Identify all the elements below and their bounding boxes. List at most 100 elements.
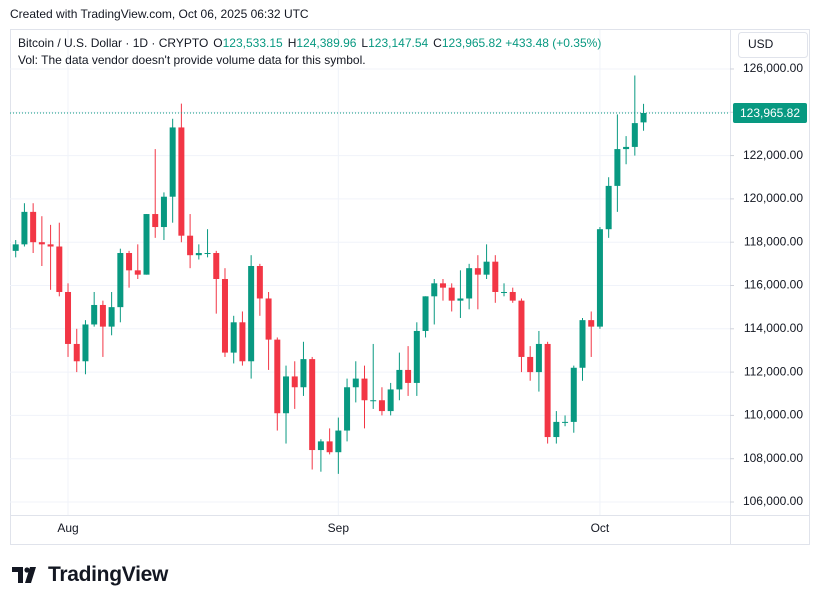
candle-body (361, 378, 368, 401)
chart-frame (10, 29, 810, 545)
candle-body (518, 300, 525, 357)
brand-logo (12, 567, 36, 583)
candle-body (230, 322, 237, 353)
brand: TradingView (12, 563, 168, 587)
ohlc-value: 123,147.54 (368, 36, 429, 50)
candle-body (605, 185, 612, 230)
ohlc-row: Bitcoin / U.S. Dollar · 1D · CRYPTO O123,… (18, 35, 601, 52)
candle-body (570, 367, 577, 422)
candle-body (588, 320, 595, 327)
ohlc-label: C (433, 36, 442, 50)
candle-body (448, 287, 455, 301)
candle-body (82, 324, 89, 362)
candle-body (396, 369, 403, 390)
last-price-box (733, 103, 807, 124)
candle-body (527, 356, 534, 373)
candle-body (640, 113, 647, 123)
candle-body (387, 389, 394, 412)
candle-body (501, 291, 508, 293)
candle-body (134, 270, 141, 275)
candle-body (422, 296, 429, 331)
candle-body (317, 441, 324, 451)
candle-body (509, 291, 516, 301)
candle-body (562, 421, 569, 423)
candle-body (431, 283, 438, 297)
candle-body (265, 298, 272, 340)
last-price-label: 123,965.82 (740, 106, 800, 120)
y-tick-label: 122,000.00 (743, 148, 803, 162)
candles (12, 75, 647, 474)
ohlc-label: L (361, 36, 369, 50)
legend-header: Bitcoin / U.S. Dollar · 1D · CRYPTO O123,… (18, 35, 601, 69)
candle-body (405, 369, 412, 383)
candle-body (378, 400, 385, 412)
candle-body (492, 261, 499, 292)
candle-body (21, 211, 28, 245)
candle-body (274, 339, 281, 414)
candle-body (439, 283, 446, 288)
candle-body (248, 266, 255, 362)
y-tick-label: 114,000.00 (744, 321, 803, 335)
currency-label[interactable]: USD (748, 37, 774, 51)
candle-body (335, 430, 342, 453)
ohlc-label: H (287, 36, 297, 50)
candle-body (474, 268, 481, 275)
candle-body (169, 127, 176, 197)
change: +433.48 (+0.35%) (505, 36, 602, 50)
candle-body (108, 307, 115, 327)
currency-button[interactable] (738, 32, 808, 58)
candle-body (291, 376, 298, 388)
y-tick-label: 108,000.00 (743, 451, 803, 465)
candle-body (623, 146, 630, 150)
ohlc-values: O123,533.15 H124,389.96 L123,147.54 C123,96… (208, 36, 502, 50)
y-tick-label: 106,000.00 (743, 494, 803, 508)
candle-body (143, 214, 150, 275)
candle-body (544, 343, 551, 438)
candle-body (239, 322, 246, 362)
candle-body (91, 304, 98, 325)
candle-body (47, 244, 54, 247)
brand-name: TradingView (48, 563, 169, 586)
y-tick-label: 126,000.00 (743, 61, 803, 75)
candle-body (126, 253, 133, 271)
y-tick-label: 118,000.00 (744, 234, 803, 248)
candle-body (152, 214, 159, 228)
candle-body (553, 421, 560, 438)
y-tick-label: 120,000.00 (743, 191, 803, 205)
candle-body (614, 149, 621, 186)
candle-body (596, 229, 603, 327)
ohlc-value: 123,533.15 (222, 36, 283, 50)
x-tick-label: Aug (57, 521, 78, 535)
candle-body (117, 253, 124, 308)
volume-note: Vol: The data vendor doesn't provide vol… (18, 53, 366, 67)
y-tick-label: 116,000.00 (744, 278, 803, 292)
ohlc-value: 124,389.96 (296, 36, 357, 50)
ohlc-value: 123,965.82 (441, 36, 502, 50)
candle-body (283, 376, 290, 414)
symbol-name: Bitcoin / U.S. Dollar · 1D · CRYPTO (18, 36, 209, 50)
candle-body (309, 359, 316, 451)
candle-body (187, 235, 194, 256)
x-tick-label: Oct (591, 521, 610, 535)
candle-body (56, 246, 63, 292)
candle-body (579, 320, 586, 368)
candle-body (221, 278, 228, 353)
candle-body (370, 400, 377, 402)
candle-body (352, 378, 359, 388)
candle-body (457, 298, 464, 301)
candle-body (30, 211, 37, 243)
y-tick-label: 112,000.00 (744, 364, 803, 378)
candle-body (65, 291, 72, 344)
candle-body (38, 242, 45, 245)
candle-body (466, 268, 473, 299)
x-tick-label: Sep (328, 521, 350, 535)
candle-body (413, 330, 420, 383)
candle-body (73, 343, 80, 362)
candle-body (535, 343, 542, 373)
candle-body (195, 253, 202, 256)
candle-body (178, 127, 185, 236)
candle-body (256, 266, 263, 299)
candle-body (99, 304, 106, 327)
